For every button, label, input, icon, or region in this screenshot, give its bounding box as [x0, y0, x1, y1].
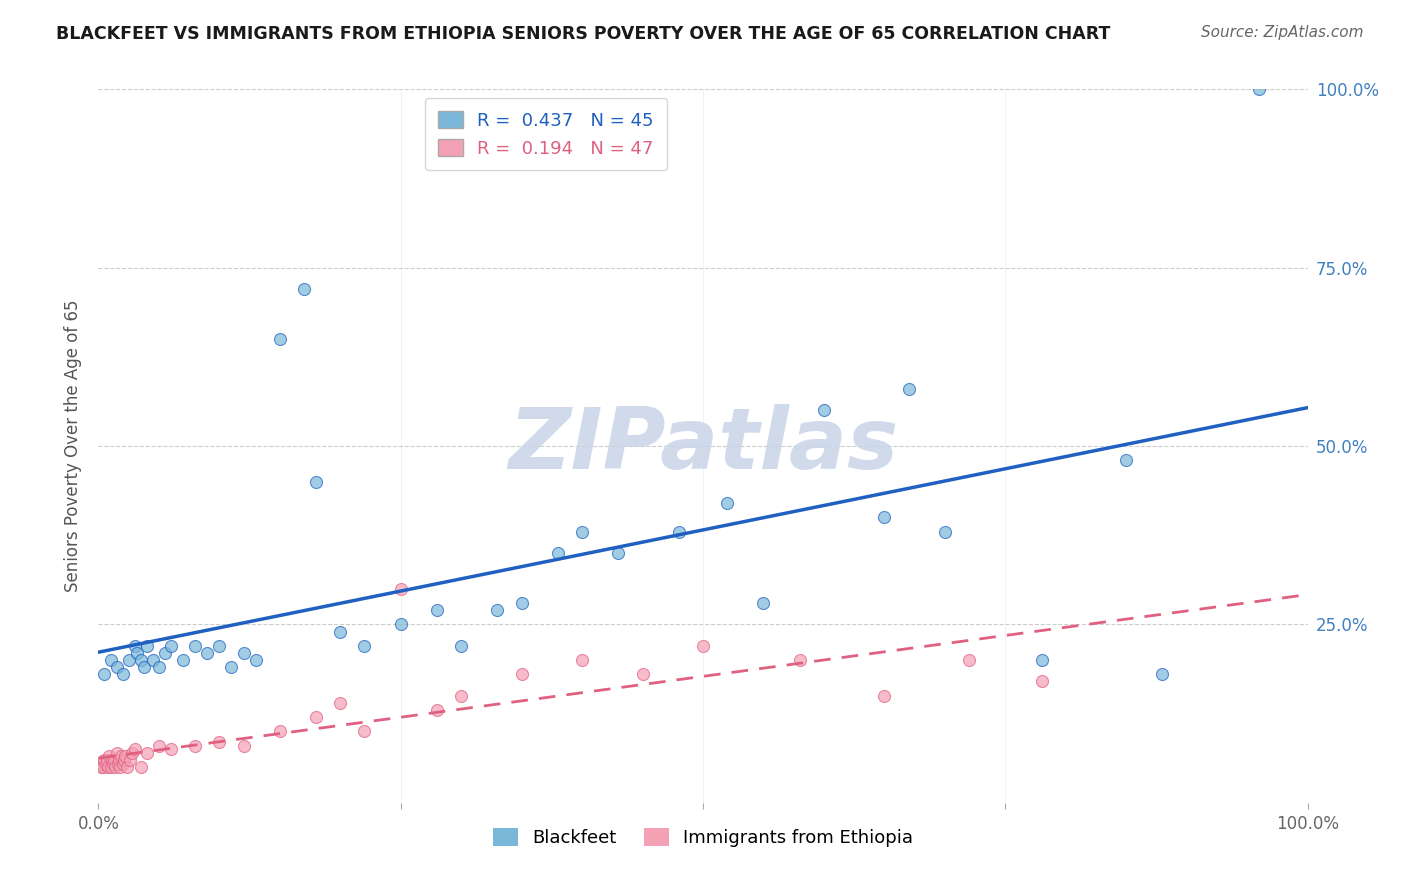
Point	[142, 653, 165, 667]
Point	[305, 475, 328, 489]
Point	[1031, 674, 1053, 689]
Point	[510, 596, 533, 610]
Point	[108, 753, 131, 767]
Point	[148, 739, 170, 753]
Point	[813, 403, 835, 417]
Point	[269, 724, 291, 739]
Point	[631, 667, 654, 681]
Point	[716, 496, 738, 510]
Point	[134, 660, 156, 674]
Point	[1249, 82, 1271, 96]
Point	[91, 756, 114, 771]
Point	[571, 524, 593, 539]
Point	[121, 746, 143, 760]
Point	[103, 753, 125, 767]
Point	[112, 753, 135, 767]
Point	[184, 739, 207, 753]
Point	[153, 646, 176, 660]
Point	[329, 624, 352, 639]
Point	[90, 760, 112, 774]
Point	[221, 660, 243, 674]
Point	[97, 760, 120, 774]
Point	[668, 524, 690, 539]
Point	[107, 756, 129, 771]
Point	[104, 760, 127, 774]
Point	[129, 760, 152, 774]
Text: ZIPatlas: ZIPatlas	[508, 404, 898, 488]
Text: Source: ZipAtlas.com: Source: ZipAtlas.com	[1201, 25, 1364, 40]
Point	[94, 756, 117, 771]
Point	[426, 603, 449, 617]
Point	[1115, 453, 1137, 467]
Point	[1031, 653, 1053, 667]
Point	[873, 689, 896, 703]
Point	[232, 646, 254, 660]
Point	[118, 653, 141, 667]
Point	[329, 696, 352, 710]
Point	[127, 646, 149, 660]
Point	[752, 596, 775, 610]
Point	[111, 667, 134, 681]
Point	[111, 756, 134, 771]
Point	[607, 546, 630, 560]
Point	[897, 382, 920, 396]
Point	[160, 742, 183, 756]
Point	[292, 282, 315, 296]
Point	[100, 753, 122, 767]
Point	[108, 760, 131, 774]
Point	[873, 510, 896, 524]
Point	[101, 756, 124, 771]
Point	[93, 753, 115, 767]
Point	[789, 653, 811, 667]
Point	[124, 742, 146, 756]
Point	[129, 653, 152, 667]
Point	[389, 617, 412, 632]
Point	[195, 646, 218, 660]
Point	[269, 332, 291, 346]
Y-axis label: Seniors Poverty Over the Age of 65: Seniors Poverty Over the Age of 65	[65, 300, 83, 592]
Point	[91, 760, 114, 774]
Point	[172, 653, 194, 667]
Point	[1152, 667, 1174, 681]
Point	[135, 639, 157, 653]
Point	[353, 639, 375, 653]
Point	[510, 667, 533, 681]
Point	[110, 749, 132, 764]
Point	[232, 739, 254, 753]
Point	[184, 639, 207, 653]
Legend: Blackfeet, Immigrants from Ethiopia: Blackfeet, Immigrants from Ethiopia	[485, 822, 921, 855]
Point	[245, 653, 267, 667]
Point	[389, 582, 412, 596]
Point	[450, 689, 472, 703]
Point	[160, 639, 183, 653]
Point	[148, 660, 170, 674]
Point	[450, 639, 472, 653]
Point	[117, 760, 139, 774]
Point	[100, 760, 122, 774]
Point	[426, 703, 449, 717]
Point	[114, 749, 136, 764]
Point	[124, 639, 146, 653]
Point	[305, 710, 328, 724]
Point	[208, 639, 231, 653]
Point	[957, 653, 980, 667]
Point	[353, 724, 375, 739]
Point	[571, 653, 593, 667]
Point	[135, 746, 157, 760]
Point	[98, 749, 121, 764]
Point	[105, 746, 128, 760]
Point	[486, 603, 509, 617]
Point	[547, 546, 569, 560]
Point	[692, 639, 714, 653]
Point	[96, 753, 118, 767]
Point	[100, 653, 122, 667]
Point	[93, 667, 115, 681]
Point	[105, 660, 128, 674]
Point	[118, 753, 141, 767]
Point	[934, 524, 956, 539]
Point	[208, 735, 231, 749]
Text: BLACKFEET VS IMMIGRANTS FROM ETHIOPIA SENIORS POVERTY OVER THE AGE OF 65 CORRELA: BLACKFEET VS IMMIGRANTS FROM ETHIOPIA SE…	[56, 25, 1111, 43]
